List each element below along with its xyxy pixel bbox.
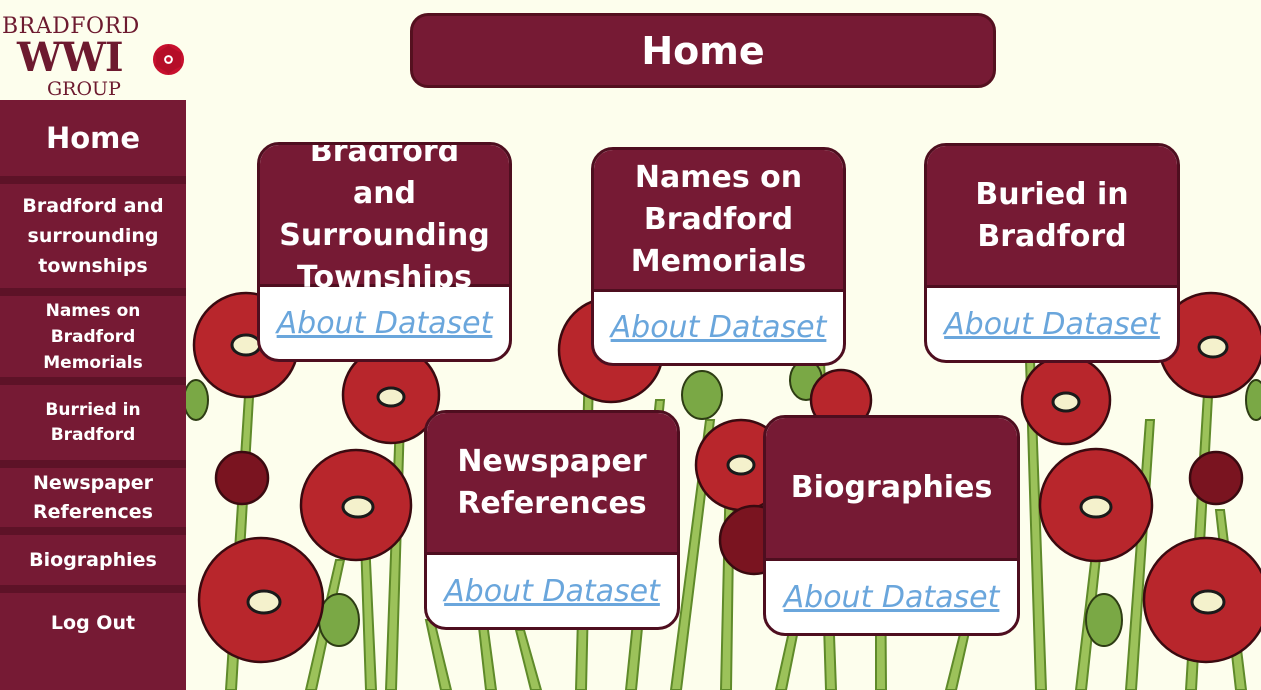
sidebar-item-label: Names on Bradford Memorials — [43, 300, 143, 373]
logo-text-main: WWI — [17, 34, 124, 81]
about-dataset-link[interactable]: About Dataset — [944, 306, 1160, 342]
sidebar-divider — [0, 377, 186, 385]
sidebar-divider — [0, 176, 186, 184]
dataset-card-memorials[interactable]: Names on Bradford Memorials About Datase… — [591, 147, 846, 366]
sidebar-item-label: Burried in Bradford — [45, 399, 141, 445]
card-title[interactable]: Newspaper References — [427, 413, 677, 555]
sidebar-divider — [0, 527, 186, 535]
sidebar-divider — [0, 288, 186, 296]
about-dataset-link[interactable]: About Dataset — [276, 305, 493, 341]
card-title[interactable]: Bradford and Surrounding Townships — [260, 145, 509, 295]
dataset-card-townships[interactable]: Bradford and Surrounding Townships About… — [257, 142, 512, 362]
card-title[interactable]: Buried in Bradford — [927, 146, 1177, 288]
about-dataset-link[interactable]: About Dataset — [444, 573, 660, 609]
poppy-icon — [152, 43, 185, 76]
sidebar-item-home[interactable]: Home — [0, 100, 186, 176]
sidebar-item-label: Biographies — [29, 549, 157, 571]
sidebar-item-biographies[interactable]: Biographies — [0, 535, 186, 585]
sidebar-nav: Home Bradford and surrounding townships … — [0, 100, 186, 690]
sidebar-item-memorials[interactable]: Names on Bradford Memorials — [0, 296, 186, 377]
logo-text-bottom: GROUP — [47, 78, 121, 100]
sidebar-item-label: Newspaper References — [33, 471, 153, 523]
sidebar-item-townships[interactable]: Bradford and surrounding townships — [0, 184, 186, 288]
sidebar-item-logout[interactable]: Log Out — [0, 593, 186, 653]
card-title[interactable]: Biographies — [766, 418, 1017, 561]
dataset-card-biographies[interactable]: Biographies About Dataset — [763, 415, 1020, 636]
about-dataset-link[interactable]: About Dataset — [610, 310, 827, 345]
dataset-card-buried[interactable]: Buried in Bradford About Dataset — [924, 143, 1180, 363]
page-title: Home — [410, 13, 996, 88]
main-content: Home Bradford and Surrounding Townships … — [186, 0, 1261, 690]
poppy-background-illustration — [186, 291, 1261, 690]
site-logo[interactable]: BRADFORD WWI GROUP — [0, 0, 186, 100]
about-dataset-link[interactable]: About Dataset — [783, 579, 1000, 615]
dataset-card-newspapers[interactable]: Newspaper References About Dataset — [424, 410, 680, 630]
sidebar-item-buried[interactable]: Burried in Bradford — [0, 385, 186, 460]
sidebar-divider — [0, 585, 186, 593]
sidebar-item-label: Log Out — [50, 612, 136, 634]
logo-text-top: BRADFORD — [2, 14, 140, 39]
sidebar-item-label: Home — [45, 121, 141, 155]
card-title[interactable]: Names on Bradford Memorials — [594, 150, 843, 292]
sidebar-divider — [0, 460, 186, 468]
sidebar-item-label: Bradford and surrounding townships — [22, 195, 164, 277]
sidebar-item-newspapers[interactable]: Newspaper References — [0, 468, 186, 527]
